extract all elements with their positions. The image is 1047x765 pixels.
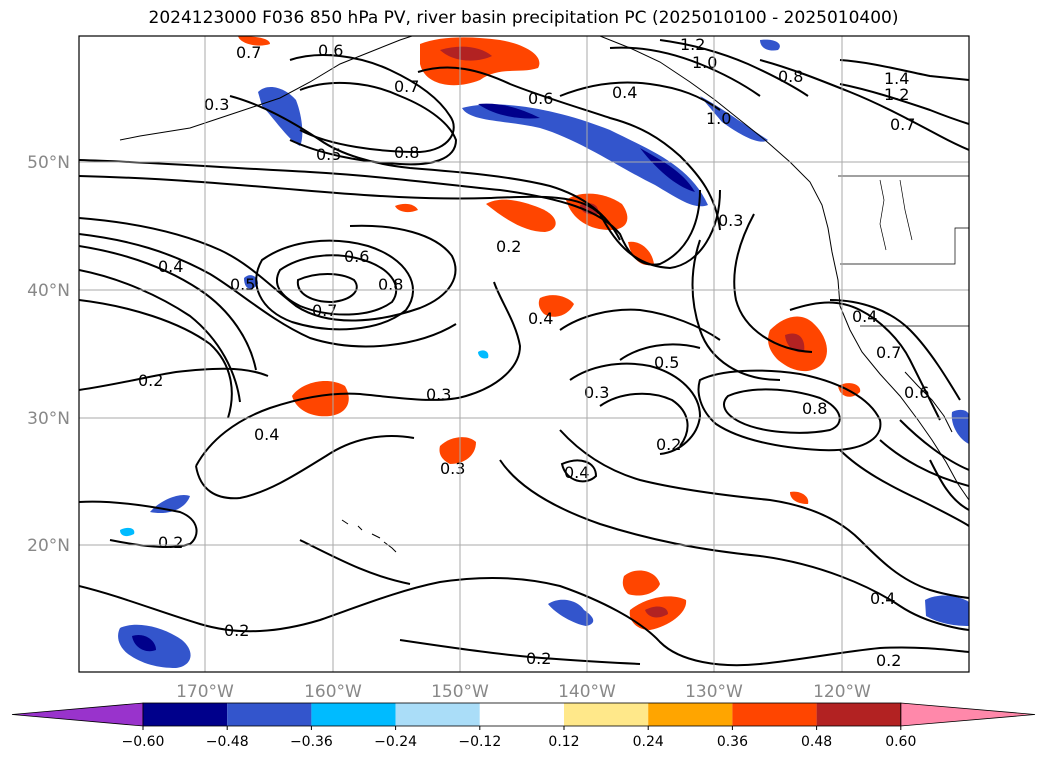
lon-label: 170°W — [176, 682, 234, 702]
precip-positive-subtropics — [292, 381, 349, 417]
contour-label: 1.2 — [680, 35, 705, 54]
contour-label: 1.4 — [884, 69, 909, 88]
contour-label: 0.2 — [656, 435, 681, 454]
colorbar-segment — [227, 703, 312, 726]
contour-label: 0.7 — [236, 43, 261, 62]
contour-label: 0.6 — [904, 383, 929, 402]
contour-label: 0.3 — [204, 95, 229, 114]
colorbar-tick-label: −0.12 — [458, 734, 501, 750]
longitude-axis: 170°W 160°W 150°W 140°W 130°W 120°W — [176, 682, 871, 702]
lon-label: 130°W — [685, 682, 743, 702]
lon-label: 140°W — [558, 682, 616, 702]
colorbar-segment — [395, 703, 480, 726]
contour-label: 0.2 — [138, 371, 163, 390]
contour-label: 0.2 — [526, 649, 551, 668]
latitude-axis: 50°N 40°N 30°N 20°N — [27, 153, 70, 556]
pv-contours — [79, 39, 969, 667]
lat-label: 50°N — [27, 153, 70, 173]
map-frame — [78, 35, 970, 673]
contour-label: 0.2 — [224, 621, 249, 640]
lon-label: 120°W — [813, 682, 871, 702]
contour-label: 0.6 — [528, 89, 553, 108]
colorbar-tick-label: −0.60 — [122, 734, 165, 750]
colorbar-segment — [143, 703, 228, 726]
contour-label: 0.5 — [230, 275, 255, 294]
colorbar-segment — [479, 703, 564, 726]
contour-label: 0.4 — [158, 257, 183, 276]
contour-label: 0.4 — [564, 463, 589, 482]
contour-label: 0.7 — [312, 301, 337, 320]
contour-label: 0.7 — [876, 343, 901, 362]
contour-label: 0.6 — [318, 41, 343, 60]
colorbar-tick-label: 0.60 — [885, 734, 916, 750]
contour-label: 0.3 — [718, 211, 743, 230]
lat-label: 20°N — [27, 536, 70, 556]
contour-label: 0.4 — [528, 309, 553, 328]
contour-label: 0.4 — [612, 83, 637, 102]
colorbar-tick-label: −0.24 — [374, 734, 417, 750]
lat-label: 30°N — [27, 409, 70, 429]
colorbar-segment — [732, 703, 817, 726]
gridlines — [79, 36, 969, 672]
contour-label: 0.8 — [778, 67, 803, 86]
contour-labels: 0.7 0.6 0.3 0.7 0.5 0.8 0.6 0.4 1.2 1.0 … — [138, 35, 929, 670]
contour-label: 0.5 — [316, 145, 341, 164]
contour-label: 1.2 — [884, 85, 909, 104]
colorbar: −0.60 −0.48 −0.36 −0.24 −0.12 0.12 0.24 0.36 0.4… — [11, 702, 1036, 750]
coastline — [119, 36, 969, 553]
contour-label: 0.2 — [496, 237, 521, 256]
contour-label: 0.6 — [344, 247, 369, 266]
colorbar-extend-max — [900, 702, 1036, 727]
contour-label: 0.3 — [426, 385, 451, 404]
colorbar-tick-label: 0.12 — [548, 734, 579, 750]
contour-label: 0.8 — [394, 143, 419, 162]
colorbar-tick-label: −0.48 — [206, 734, 249, 750]
contour-label: 0.8 — [378, 275, 403, 294]
colorbar-tick-label: 0.48 — [801, 734, 832, 750]
contour-label: 0.4 — [254, 425, 279, 444]
contour-label: 0.2 — [158, 533, 183, 552]
colorbar-segment — [564, 703, 649, 726]
colorbar-segment — [648, 703, 733, 726]
colorbar-tick-label: −0.36 — [290, 734, 333, 750]
colorbar-segment — [311, 703, 396, 726]
contour-label: 0.5 — [654, 353, 679, 372]
map-title: 2024123000 F036 850 hPa PV, river basin … — [148, 8, 899, 28]
contour-label: 0.4 — [852, 307, 877, 326]
contour-label: 1.0 — [706, 109, 731, 128]
contour-label: 1.0 — [692, 53, 717, 72]
contour-label: 0.4 — [870, 589, 895, 608]
lon-label: 160°W — [304, 682, 362, 702]
contour-label: 0.7 — [394, 77, 419, 96]
lon-label: 150°W — [431, 682, 489, 702]
contour-label: 0.3 — [440, 459, 465, 478]
contour-label: 0.3 — [584, 383, 609, 402]
precip-negative-gulf-alaska — [462, 104, 708, 207]
contour-label: 0.2 — [876, 651, 901, 670]
colorbar-tick-label: 0.24 — [633, 734, 664, 750]
map-panel: 0.7 0.6 0.3 0.7 0.5 0.8 0.6 0.4 1.2 1.0 … — [78, 35, 970, 673]
borders — [838, 175, 969, 327]
colorbar-extend-min — [11, 702, 144, 727]
contour-label: 0.7 — [890, 115, 915, 134]
colorbar-segment — [816, 703, 901, 726]
colorbar-frame — [142, 702, 902, 727]
contour-label: 0.8 — [802, 399, 827, 418]
colorbar-tick-label: 0.36 — [717, 734, 748, 750]
lat-label: 40°N — [27, 281, 70, 301]
